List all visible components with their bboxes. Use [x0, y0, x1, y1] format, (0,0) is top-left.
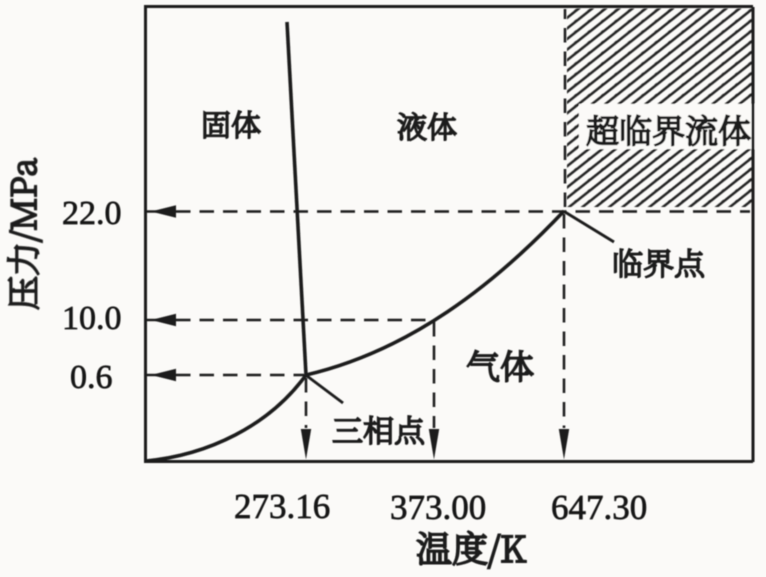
svg-text:22.0: 22.0 — [62, 195, 122, 232]
svg-text:10.0: 10.0 — [62, 300, 122, 337]
svg-text:373.00: 373.00 — [390, 488, 486, 527]
svg-text:273.16: 273.16 — [234, 487, 330, 526]
svg-text:0.6: 0.6 — [70, 359, 113, 396]
svg-text:647.30: 647.30 — [551, 488, 647, 527]
